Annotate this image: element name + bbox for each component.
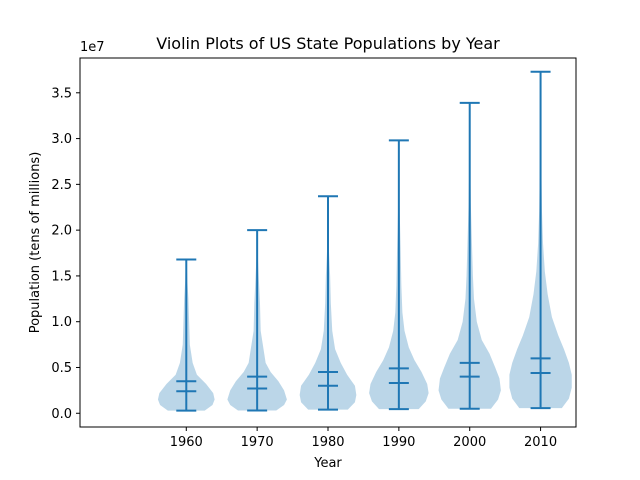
violin-stat-lines (176, 70, 551, 412)
x-tick-label: 1990 (382, 435, 415, 450)
x-tick-label: 2010 (524, 435, 557, 450)
y-tick-label: 0.0 (51, 407, 72, 422)
y-axis-multiplier: 1e7 (80, 40, 105, 55)
x-tick-label: 1970 (241, 435, 274, 450)
x-axis-label: Year (313, 456, 342, 471)
x-tick-label: 1980 (311, 435, 344, 450)
y-tick-label: 2.0 (51, 224, 72, 239)
y-tick-label: 0.5 (51, 361, 72, 376)
y-axis-ticks: 0.0 0.5 1.0 1.5 2.0 2.5 3.0 3.5 (51, 86, 80, 422)
y-tick-label: 1.0 (51, 315, 72, 330)
y-tick-label: 3.0 (51, 132, 72, 147)
y-tick-label: 2.5 (51, 178, 72, 193)
chart-title: Violin Plots of US State Populations by … (156, 34, 500, 53)
x-tick-label: 2000 (453, 435, 486, 450)
x-axis-ticks: 1960 1970 1980 1990 2000 2010 (170, 427, 557, 450)
y-tick-label: 1.5 (51, 269, 72, 284)
x-tick-label: 1960 (170, 435, 203, 450)
y-tick-label: 3.5 (51, 86, 72, 101)
y-axis-label: Population (tens of millions) (28, 152, 43, 334)
